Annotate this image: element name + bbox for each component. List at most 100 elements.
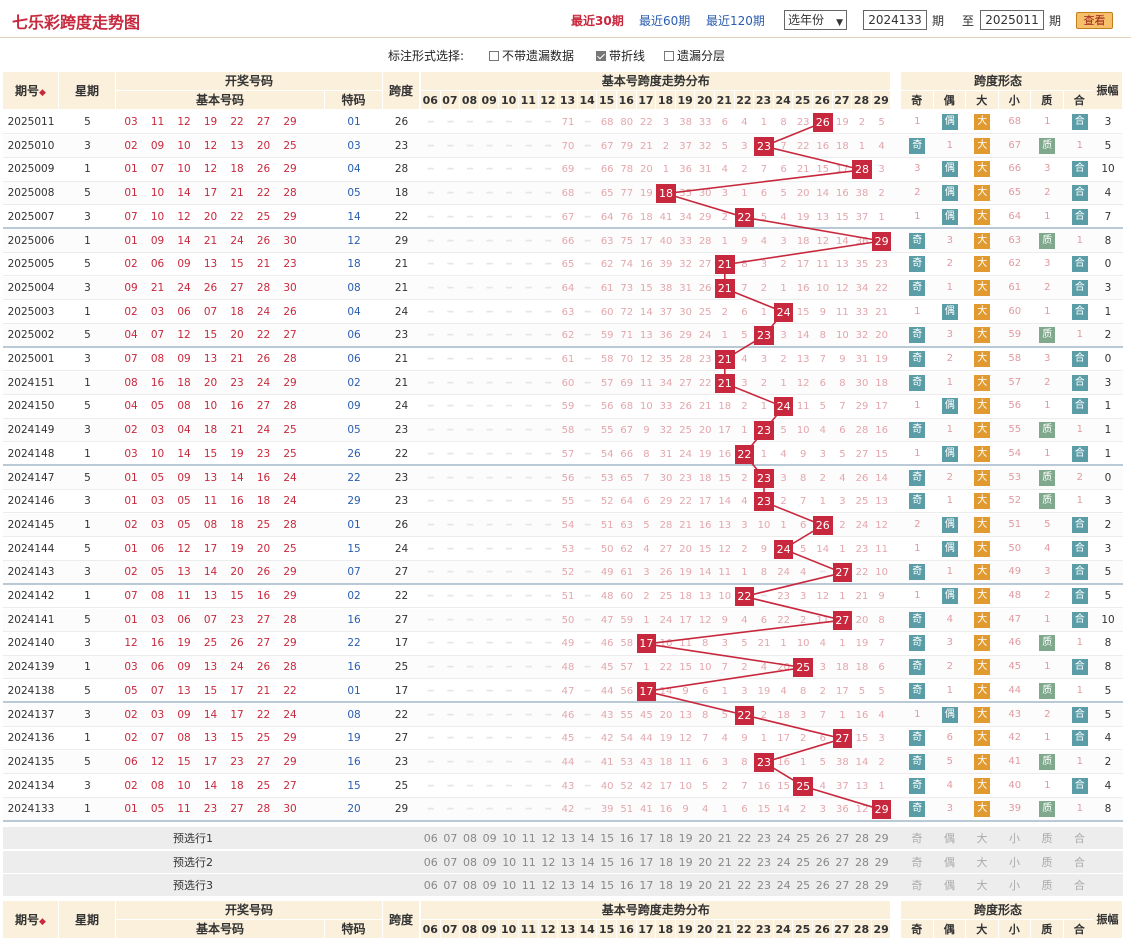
preselect-shape[interactable]: 质 [1041, 855, 1053, 869]
preselect-span-number[interactable]: 24 [776, 879, 791, 892]
preselect-shape[interactable]: 偶 [944, 879, 955, 892]
preselect-shape[interactable]: 偶 [944, 832, 955, 845]
preselect-span-number[interactable]: 22 [737, 879, 752, 892]
preselect-span-number[interactable]: 18 [658, 855, 673, 869]
preselect-span-number[interactable]: 17 [639, 855, 654, 869]
preselect-span-number[interactable]: 21 [717, 855, 732, 869]
preselect-span-number[interactable]: 09 [482, 832, 497, 845]
preselect-span-number[interactable]: 10 [502, 855, 517, 869]
preselect-shape[interactable]: 合 [1074, 832, 1085, 845]
preselect-span-number[interactable]: 06 [423, 832, 438, 845]
preselect-span-number[interactable]: 11 [521, 855, 536, 869]
checkbox-layered[interactable] [664, 51, 674, 61]
nav-recent-30[interactable]: 最近30期 [571, 14, 624, 28]
year-select[interactable]: 选年份 ▼ [784, 10, 847, 30]
preselect-span-number[interactable]: 08 [462, 832, 477, 845]
preselect-span-number[interactable]: 14 [580, 879, 595, 892]
preselect-span-number[interactable]: 22 [737, 832, 752, 845]
preselect-shape[interactable]: 奇 [911, 832, 923, 845]
preselect-shape[interactable]: 合 [1074, 855, 1085, 869]
issue-from-input[interactable]: 2024133 [863, 10, 927, 30]
preselect-span-number[interactable]: 19 [678, 855, 693, 869]
preselect-span-number[interactable]: 15 [600, 855, 615, 869]
preselect-span-number[interactable]: 24 [776, 855, 791, 869]
preselect-span-number[interactable]: 07 [443, 832, 458, 845]
preselect-span-number[interactable]: 22 [737, 855, 752, 869]
preselect-span-number[interactable]: 21 [717, 879, 732, 892]
preselect-shape[interactable]: 大 [976, 855, 988, 869]
preselect-span-number[interactable]: 07 [443, 879, 458, 892]
preselect-span-number[interactable]: 25 [796, 855, 811, 869]
preselect-span-number[interactable]: 12 [541, 879, 556, 892]
preselect-span-number[interactable]: 18 [658, 832, 673, 845]
preselect-span-number[interactable]: 20 [698, 855, 713, 869]
preselect-span-number[interactable]: 27 [835, 832, 850, 845]
preselect-span-number[interactable]: 20 [698, 832, 713, 845]
preselect-span-number[interactable]: 21 [717, 832, 732, 845]
preselect-span-number[interactable]: 14 [580, 832, 595, 845]
header-issue[interactable]: 期号◆ [3, 72, 59, 110]
preselect-span-number[interactable]: 17 [639, 832, 654, 845]
option-no-omission[interactable]: 不带遗漏数据 [489, 47, 574, 64]
preselect-span-number[interactable]: 13 [560, 832, 575, 845]
preselect-shape[interactable]: 合 [1074, 879, 1085, 892]
preselect-span-number[interactable]: 28 [854, 879, 869, 892]
preselect-span-number[interactable]: 11 [521, 832, 536, 845]
preselect-span-number[interactable]: 26 [815, 832, 830, 845]
preselect-shape[interactable]: 大 [976, 879, 988, 892]
preselect-span-number[interactable]: 28 [854, 855, 869, 869]
preselect-span-number[interactable]: 13 [560, 855, 575, 869]
preselect-span-number[interactable]: 29 [874, 832, 889, 845]
preselect-shape[interactable]: 奇 [911, 855, 923, 869]
preselect-shape[interactable]: 偶 [944, 855, 955, 869]
preselect-span-number[interactable]: 15 [600, 879, 615, 892]
preselect-span-number[interactable]: 28 [854, 832, 869, 845]
preselect-shape[interactable]: 大 [976, 832, 988, 845]
preselect-span-number[interactable]: 29 [874, 855, 889, 869]
preselect-span-number[interactable]: 15 [600, 832, 615, 845]
option-trend-line[interactable]: 带折线 [596, 47, 645, 64]
preselect-span-number[interactable]: 23 [756, 832, 771, 845]
header-issue[interactable]: 期号◆ [3, 900, 59, 939]
preselect-shape[interactable]: 小 [1009, 879, 1020, 892]
checkbox-no-omission[interactable] [489, 51, 499, 61]
preselect-span-number[interactable]: 27 [835, 879, 850, 892]
preselect-shape[interactable]: 小 [1009, 855, 1020, 869]
sort-icon[interactable]: ◆ [39, 916, 46, 927]
preselect-span-number[interactable]: 27 [835, 855, 850, 869]
preselect-span-number[interactable]: 06 [423, 879, 438, 892]
preselect-shape[interactable]: 质 [1041, 879, 1053, 892]
preselect-span-number[interactable]: 06 [423, 855, 438, 869]
preselect-span-number[interactable]: 25 [796, 879, 811, 892]
preselect-span-number[interactable]: 16 [619, 832, 634, 845]
preselect-span-number[interactable]: 16 [619, 855, 634, 869]
preselect-span-number[interactable]: 12 [541, 855, 556, 869]
checkbox-trend-line[interactable] [596, 51, 606, 61]
preselect-span-number[interactable]: 26 [815, 879, 830, 892]
preselect-span-number[interactable]: 09 [482, 855, 497, 869]
preselect-span-number[interactable]: 17 [639, 879, 654, 892]
preselect-span-number[interactable]: 18 [658, 879, 673, 892]
query-button[interactable]: 查看 [1076, 12, 1113, 29]
preselect-shape[interactable]: 奇 [911, 879, 923, 892]
option-layered[interactable]: 遗漏分层 [664, 47, 725, 64]
preselect-span-number[interactable]: 10 [502, 832, 517, 845]
preselect-span-number[interactable]: 23 [756, 855, 771, 869]
preselect-span-number[interactable]: 23 [756, 879, 771, 892]
preselect-span-number[interactable]: 12 [541, 832, 556, 845]
sort-icon[interactable]: ◆ [39, 88, 46, 98]
preselect-span-number[interactable]: 19 [678, 879, 693, 892]
nav-recent-120[interactable]: 最近120期 [706, 14, 765, 28]
preselect-span-number[interactable]: 08 [462, 879, 477, 892]
preselect-span-number[interactable]: 13 [560, 879, 575, 892]
preselect-span-number[interactable]: 29 [874, 879, 889, 892]
preselect-span-number[interactable]: 10 [502, 879, 517, 892]
preselect-span-number[interactable]: 19 [678, 832, 693, 845]
preselect-span-number[interactable]: 26 [815, 855, 830, 869]
preselect-span-number[interactable]: 11 [521, 879, 536, 892]
preselect-span-number[interactable]: 16 [619, 879, 634, 892]
preselect-span-number[interactable]: 08 [462, 855, 477, 869]
preselect-span-number[interactable]: 24 [776, 832, 791, 845]
issue-to-input[interactable]: 2025011 [980, 10, 1044, 30]
preselect-span-number[interactable]: 25 [796, 832, 811, 845]
